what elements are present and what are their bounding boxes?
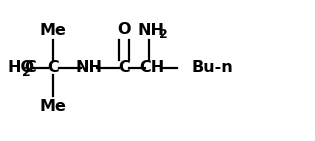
Text: Me: Me <box>40 23 67 38</box>
Text: C: C <box>48 60 59 75</box>
Text: HO: HO <box>8 60 35 75</box>
Text: NH: NH <box>137 23 164 38</box>
Text: Bu-n: Bu-n <box>192 60 234 75</box>
Text: C: C <box>118 60 130 75</box>
Text: Me: Me <box>40 99 67 114</box>
Text: 2: 2 <box>22 66 31 79</box>
Text: O: O <box>117 22 131 37</box>
Text: NH: NH <box>75 60 102 75</box>
Text: CH: CH <box>139 60 164 75</box>
Text: C: C <box>24 60 36 75</box>
Text: 2: 2 <box>159 28 168 41</box>
